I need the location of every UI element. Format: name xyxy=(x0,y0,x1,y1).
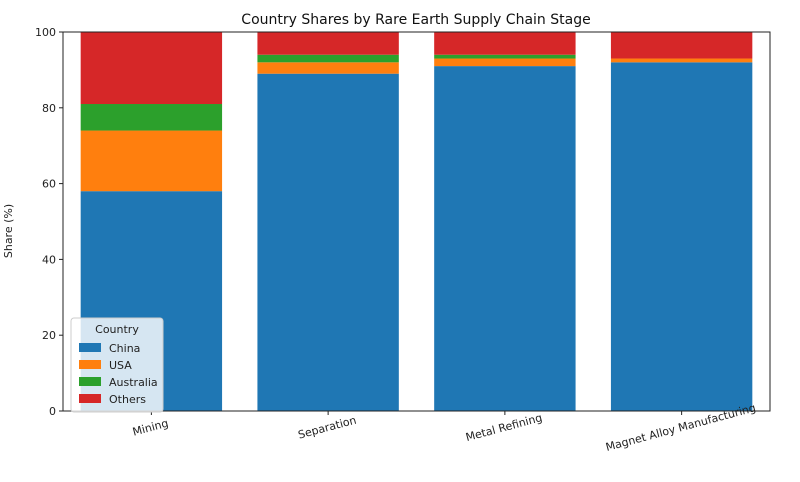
bar-china-metal-refining xyxy=(434,66,576,412)
legend-box xyxy=(70,317,164,413)
bar-australia-metal-refining xyxy=(434,54,576,59)
legend-label-china: China xyxy=(109,342,140,355)
y-tick-label: 100 xyxy=(35,26,56,39)
bar-others-magnet-alloy-manufacturing xyxy=(610,32,753,59)
legend-title: Country xyxy=(95,323,139,336)
bar-usa-separation xyxy=(257,62,399,74)
bar-china-separation xyxy=(257,73,399,411)
bar-australia-mining xyxy=(80,104,223,131)
bar-others-separation xyxy=(257,32,399,55)
bar-usa-mining xyxy=(80,130,223,192)
bar-australia-separation xyxy=(257,54,399,63)
legend-swatch-usa xyxy=(79,360,101,369)
bar-usa-metal-refining xyxy=(434,58,576,67)
legend-swatch-others xyxy=(79,394,101,403)
plot-frame xyxy=(62,31,771,412)
bar-others-metal-refining xyxy=(434,32,576,55)
x-tick-label: Mining xyxy=(131,417,170,439)
legend-swatch-australia xyxy=(79,377,101,386)
legend: Country China USA Australia Others xyxy=(70,317,164,413)
y-tick-label: 0 xyxy=(49,405,56,418)
y-tick-label: 60 xyxy=(42,178,56,191)
bar-others-mining xyxy=(80,32,223,105)
y-tick-label: 80 xyxy=(42,102,56,115)
bar-china-magnet-alloy-manufacturing xyxy=(610,62,753,411)
chart-title: Country Shares by Rare Earth Supply Chai… xyxy=(241,12,590,28)
legend-label-usa: USA xyxy=(109,359,132,372)
bar-usa-magnet-alloy-manufacturing xyxy=(610,58,753,63)
legend-swatch-china xyxy=(79,343,101,352)
y-tick-label: 20 xyxy=(42,329,56,342)
x-tick-label: Separation xyxy=(297,414,358,442)
legend-label-australia: Australia xyxy=(109,376,158,389)
x-tick-label: Metal Refining xyxy=(464,411,543,444)
y-axis-title: Share (%) xyxy=(2,204,15,258)
y-tick-label: 40 xyxy=(42,253,56,266)
legend-label-others: Others xyxy=(109,393,146,406)
